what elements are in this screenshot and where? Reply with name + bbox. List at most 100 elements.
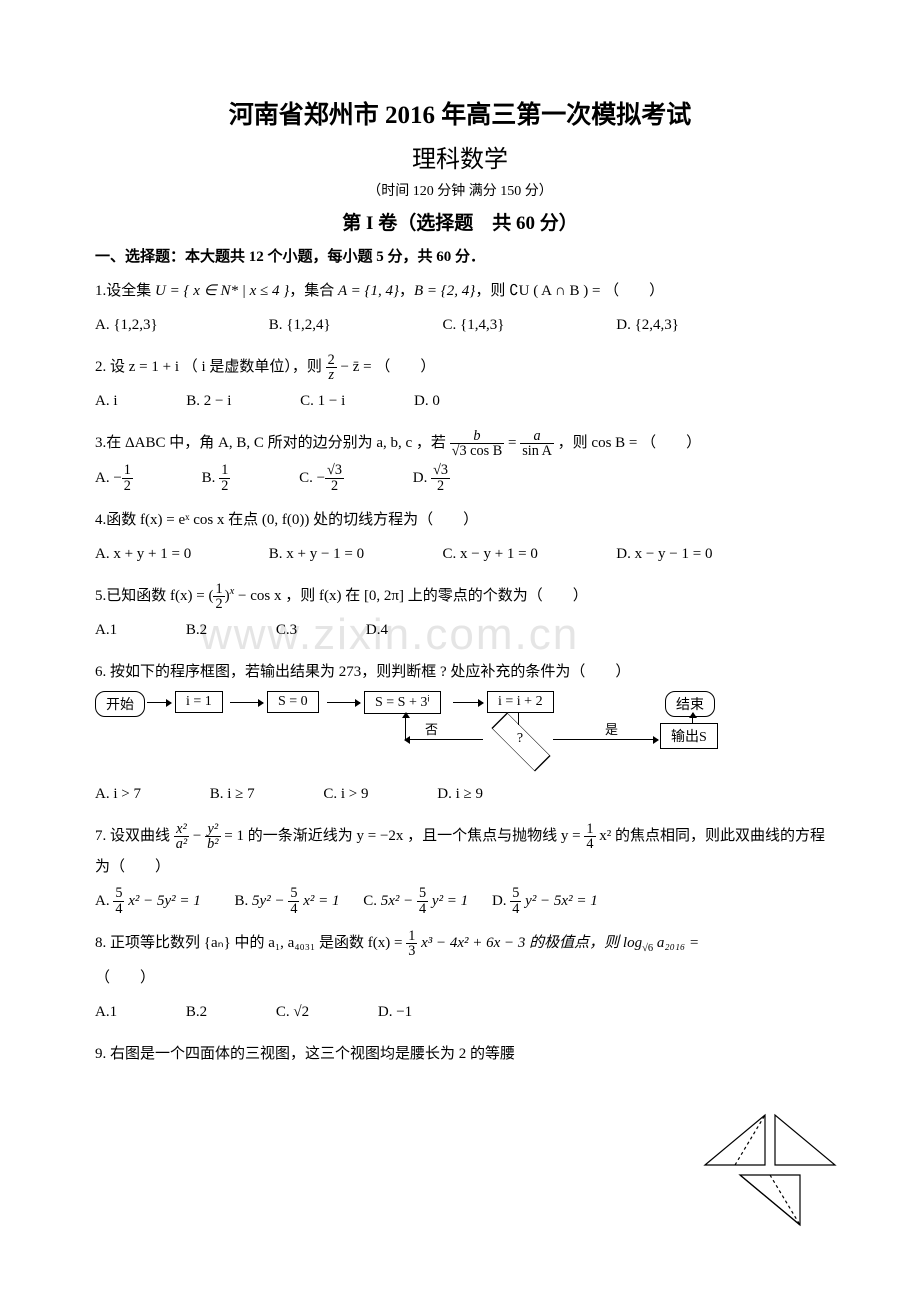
question-8: 8. 正项等比数列 {aₙ} 中的 a₁, a₄₀₃₁ 是函数 f(x) = 1… bbox=[95, 928, 825, 959]
q8-opt-d: D. −1 bbox=[378, 997, 412, 1027]
page-subtitle: 理科数学 bbox=[95, 139, 825, 174]
q6-opt-a: A. i > 7 bbox=[95, 779, 141, 809]
arrow-2 bbox=[230, 702, 263, 703]
q8-blank: （ ） bbox=[95, 963, 825, 993]
q7-opt-b: B. 5y² − 54 x² = 1 bbox=[235, 886, 340, 916]
flow-cond-text: ? bbox=[517, 731, 523, 746]
q6-opt-d: D. i ≥ 9 bbox=[437, 779, 483, 809]
q8-options: A.1 B.2 C. √2 D. −1 bbox=[95, 997, 825, 1027]
q7c-eq1: 5x² − bbox=[381, 893, 417, 909]
three-view-diagram bbox=[700, 1110, 840, 1230]
section-heading: 第 I 卷（选择题 共 60 分） bbox=[95, 208, 825, 235]
q1-opt-c: C. {1,4,3} bbox=[443, 310, 613, 340]
q5-opt-c: C.3 bbox=[276, 615, 297, 645]
q3b-n: 1 bbox=[219, 463, 230, 478]
question-4: 4.函数 f(x) = eˣ cos x 在点 (0, f(0)) 处的切线方程… bbox=[95, 505, 825, 535]
q5-bn: 1 bbox=[213, 582, 224, 597]
flow-b3: S = S + 3ⁱ bbox=[364, 691, 441, 714]
q3-opt-b: B. 12 bbox=[202, 463, 231, 493]
q5-bd: 2 bbox=[213, 597, 224, 611]
q4-options: A. x + y + 1 = 0 B. x + y − 1 = 0 C. x −… bbox=[95, 539, 825, 569]
q8-fn: 1 bbox=[406, 929, 417, 944]
question-5: 5.已知函数 f(x) = (12)x − cos x ，则 f(x) 在 [0… bbox=[95, 581, 825, 611]
page-title: 河南省郑州市 2016 年高三第一次模拟考试 bbox=[95, 95, 825, 131]
q3-opt-d: D. √32 bbox=[413, 463, 450, 493]
q3a-n: 1 bbox=[122, 463, 133, 478]
q7a-l: A. bbox=[95, 893, 113, 909]
q5-options: A.1 B.2 C.3 D.4 bbox=[95, 615, 825, 645]
q7-fyn: y² bbox=[205, 822, 220, 837]
q7-pre: 7. 设双曲线 bbox=[95, 828, 174, 844]
q3d-n: √3 bbox=[431, 463, 450, 478]
q5-pre: 5.已知函数 f(x) = bbox=[95, 588, 208, 604]
q7d-fd: 4 bbox=[510, 902, 521, 916]
q7-options: A. 54 x² − 5y² = 1 B. 5y² − 54 x² = 1 C.… bbox=[95, 886, 825, 916]
q3-lhs: b√3 cos B bbox=[450, 429, 505, 459]
q8-pre: 8. 正项等比数列 {aₙ} 中的 a₁, a₄₀₃₁ 是函数 f(x) = bbox=[95, 935, 406, 951]
q7-fxn: x² bbox=[174, 822, 189, 837]
q7-opt-c: C. 5x² − 54 y² = 1 bbox=[363, 886, 468, 916]
q1-text-pre: 1.设全集 bbox=[95, 283, 155, 299]
q3d-d: 2 bbox=[431, 479, 450, 493]
q1-opt-b: B. {1,2,4} bbox=[269, 310, 439, 340]
q2-opt-a: A. i bbox=[95, 386, 118, 416]
q3-text: 3.在 ΔABC 中，角 A, B, C 所对的边分别为 a, b, c ，若 bbox=[95, 435, 450, 451]
q7-fyd: b² bbox=[205, 837, 220, 851]
q2-frac: 2z bbox=[326, 353, 337, 383]
eq-sign: = bbox=[508, 435, 520, 451]
q1-options: A. {1,2,3} B. {1,2,4} C. {1,4,3} D. {2,4… bbox=[95, 310, 825, 340]
q1-opt-d: D. {2,4,3} bbox=[616, 310, 786, 340]
q7b-l: B. bbox=[235, 893, 253, 909]
label-no: 否 bbox=[425, 719, 438, 738]
q1-set-a: A = {1, 4} bbox=[338, 283, 399, 299]
q1-set-u: U = { x ∈ N* | x ≤ 4 } bbox=[155, 283, 289, 299]
question-3: 3.在 ΔABC 中，角 A, B, C 所对的边分别为 a, b, c ，若 … bbox=[95, 428, 825, 458]
flow-out: 输出S bbox=[660, 723, 718, 749]
q2-opt-b: B. 2 − i bbox=[186, 386, 231, 416]
q5-opt-a: A.1 bbox=[95, 615, 117, 645]
q7d-l: D. bbox=[492, 893, 510, 909]
flow-start: 开始 bbox=[95, 691, 145, 717]
q2-options: A. i B. 2 − i C. 1 − i D. 0 bbox=[95, 386, 825, 416]
question-2: 2. 设 z = 1 + i （ i 是虚数单位），则 2z − z̄ = （ … bbox=[95, 352, 825, 382]
question-6: 6. 按如下的程序框图，若输出结果为 273，则判断框 ? 处应补充的条件为（ … bbox=[95, 657, 825, 687]
q7a-fn: 5 bbox=[113, 886, 124, 901]
q5-mid: − cos x ，则 f(x) 在 [0, 2π] 上的零点的个数为（ ） bbox=[234, 588, 588, 604]
q4-opt-a: A. x + y + 1 = 0 bbox=[95, 539, 265, 569]
flow-b4: i = i + 2 bbox=[487, 691, 554, 713]
q3-rhs: asin A bbox=[520, 429, 554, 459]
exam-meta: （时间 120 分钟 满分 150 分） bbox=[95, 180, 825, 200]
q4-opt-c: C. x − y + 1 = 0 bbox=[443, 539, 613, 569]
q7d-eq: y² − 5x² = 1 bbox=[521, 893, 597, 909]
q2-frac-num: 2 bbox=[326, 353, 337, 368]
q1-mid2: ， bbox=[399, 283, 414, 299]
q7a-fd: 4 bbox=[113, 902, 124, 916]
q1-tail: ，则 ∁U ( A ∩ B ) = （ ） bbox=[475, 283, 664, 299]
q2-opt-d: D. 0 bbox=[414, 386, 440, 416]
q3-rhs-num: a bbox=[520, 429, 554, 444]
q1-set-b: B = {2, 4} bbox=[414, 283, 475, 299]
flow-cond: ? bbox=[490, 729, 550, 753]
q8-opt-c: C. √2 bbox=[276, 997, 309, 1027]
arrow-no-left bbox=[405, 739, 483, 740]
q7a-eq: x² − 5y² = 1 bbox=[124, 893, 200, 909]
q7b-fn: 5 bbox=[288, 886, 299, 901]
flow-b2: S = 0 bbox=[267, 691, 319, 713]
q4-opt-d: D. x − y − 1 = 0 bbox=[616, 539, 786, 569]
arrow-yes bbox=[553, 739, 658, 740]
arrow-4 bbox=[453, 702, 483, 703]
q8-logarg: a₂₀₁₆ = bbox=[653, 935, 699, 951]
q8-fd: 3 bbox=[406, 944, 417, 958]
q3c-pre: C. − bbox=[299, 470, 325, 486]
q6-opt-c: C. i > 9 bbox=[323, 779, 368, 809]
label-yes: 是 bbox=[605, 719, 618, 738]
q3-lhs-num: b bbox=[450, 429, 505, 444]
question-1: 1.设全集 U = { x ∈ N* | x ≤ 4 }，集合 A = {1, … bbox=[95, 276, 825, 306]
flow-b1: i = 1 bbox=[175, 691, 223, 713]
instructions: 一、选择题：本大题共 12 个小题，每小题 5 分，共 60 分． bbox=[95, 245, 825, 266]
q3-rhs-den: sin A bbox=[520, 444, 554, 458]
q7-pd: 4 bbox=[584, 837, 595, 851]
q7c-eq2: y² = 1 bbox=[428, 893, 468, 909]
q8-mid: x³ − 4x² + 6x − 3 的极值点，则 log bbox=[421, 935, 642, 951]
q8-opt-b: B.2 bbox=[186, 997, 207, 1027]
